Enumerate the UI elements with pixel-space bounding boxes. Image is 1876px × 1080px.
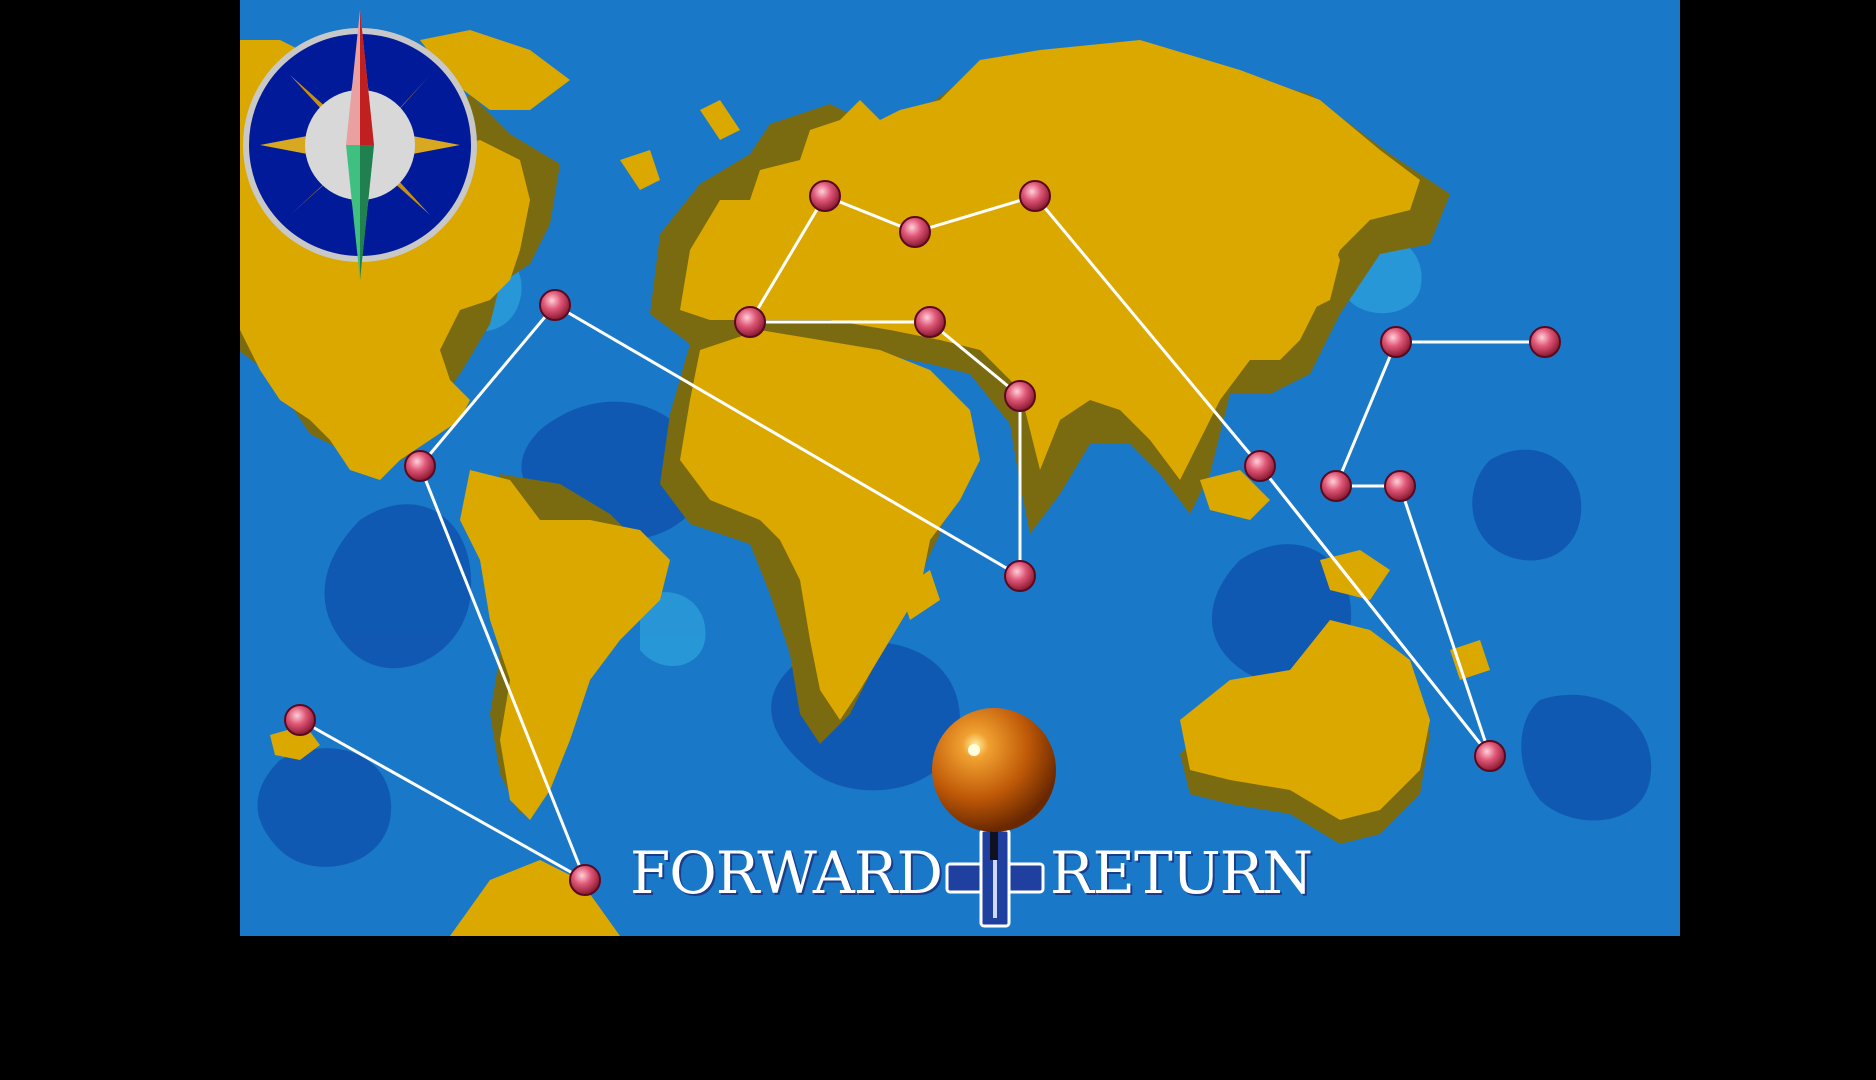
location-marker-icon[interactable]	[569, 864, 601, 896]
location-marker-icon[interactable]	[1004, 380, 1036, 412]
japan	[1300, 210, 1340, 310]
location-marker-icon[interactable]	[914, 306, 946, 338]
forward-label: FORWARD	[630, 839, 943, 907]
world-map-screen: FORWARD RETURN	[240, 0, 1680, 936]
location-marker-icon[interactable]	[734, 306, 766, 338]
location-marker-icon[interactable]	[899, 216, 931, 248]
location-marker-icon[interactable]	[1320, 470, 1352, 502]
south-america	[460, 470, 670, 820]
location-marker-icon[interactable]	[1474, 740, 1506, 772]
british-isles	[620, 150, 660, 190]
location-marker-icon[interactable]	[1004, 560, 1036, 592]
location-marker-icon[interactable]	[1380, 326, 1412, 358]
madagascar	[900, 570, 940, 620]
location-marker-icon[interactable]	[1529, 326, 1561, 358]
scandinavia	[700, 100, 740, 140]
indonesia	[1200, 470, 1270, 520]
location-marker-icon[interactable]	[809, 180, 841, 212]
location-marker-icon[interactable]	[539, 289, 571, 321]
australia	[1180, 620, 1430, 820]
africa	[680, 330, 980, 720]
location-marker-icon[interactable]	[1019, 180, 1051, 212]
location-marker-icon[interactable]	[404, 450, 436, 482]
orange-ball-pin-icon[interactable]	[932, 708, 1056, 860]
greenland	[420, 30, 570, 110]
location-markers	[284, 180, 1561, 896]
compass-rose-icon	[243, 10, 477, 280]
world-map	[240, 0, 1680, 936]
location-marker-icon[interactable]	[1244, 450, 1276, 482]
location-marker-icon[interactable]	[1384, 470, 1416, 502]
return-label: RETURN	[1050, 839, 1313, 907]
location-marker-icon[interactable]	[284, 704, 316, 736]
eurasia	[680, 40, 1420, 480]
